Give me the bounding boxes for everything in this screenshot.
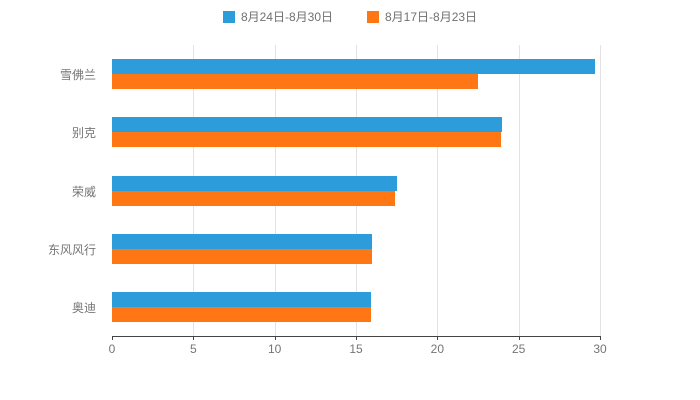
legend-item-1[interactable]: 8月17日-8月23日 <box>367 8 477 25</box>
gridline <box>518 45 520 336</box>
bar-group <box>112 161 600 219</box>
x-axis-label: 15 <box>349 342 363 356</box>
x-axis-tick <box>112 336 113 340</box>
x-axis-label: 25 <box>511 342 526 356</box>
x-axis-label: 5 <box>189 342 197 356</box>
x-axis-label: 10 <box>267 342 282 356</box>
x-axis-label: 20 <box>430 342 445 356</box>
x-axis-tick <box>600 336 601 340</box>
legend-label: 8月17日-8月23日 <box>385 10 478 24</box>
bar-week-current[interactable] <box>112 175 397 191</box>
bar-week-current[interactable] <box>112 59 596 75</box>
gridline <box>437 45 439 336</box>
y-axis-labels: 雪佛兰别克荣威东风风行奥迪 <box>0 45 104 337</box>
y-axis-label: 别克 <box>71 126 96 141</box>
plot-area <box>112 45 601 340</box>
bar-week-previous[interactable] <box>112 132 501 148</box>
bar-group <box>112 220 600 278</box>
bar-groups <box>112 45 600 336</box>
bar-group <box>112 45 600 103</box>
x-axis-labels: 0 5 10 15 20 25 30 <box>108 342 607 358</box>
bar-week-previous[interactable] <box>112 306 371 322</box>
y-axis-label: 雪佛兰 <box>59 67 96 82</box>
x-axis-label: 0 <box>108 342 116 356</box>
legend-label: 8月24日-8月30日 <box>240 10 333 24</box>
bar-week-previous[interactable] <box>112 248 373 264</box>
x-axis-tick <box>437 336 439 340</box>
bar-week-current[interactable] <box>112 233 373 249</box>
bar-week-previous[interactable] <box>112 190 396 206</box>
x-axis-tick <box>518 336 520 340</box>
legend-item-0[interactable]: 8月24日-8月30日 <box>222 8 333 25</box>
chart-legend: 8月24日-8月30日 8月17日-8月23日 <box>0 8 700 25</box>
y-axis-label: 东风风行 <box>47 242 96 257</box>
bar-group <box>112 278 600 336</box>
x-axis-label: 30 <box>593 342 607 356</box>
y-axis-label: 奥迪 <box>71 301 96 316</box>
x-axis-tick <box>356 336 357 340</box>
y-axis-label: 荣威 <box>71 184 96 199</box>
legend-swatch-icon <box>222 10 235 23</box>
bar-group <box>112 103 600 161</box>
bar-week-current[interactable] <box>112 291 371 307</box>
x-axis-tick <box>274 336 276 340</box>
legend-swatch-icon <box>367 10 379 23</box>
gridline <box>600 45 601 336</box>
bar-week-current[interactable] <box>112 117 503 133</box>
bar-week-previous[interactable] <box>112 74 478 90</box>
x-axis-tick <box>193 336 195 340</box>
